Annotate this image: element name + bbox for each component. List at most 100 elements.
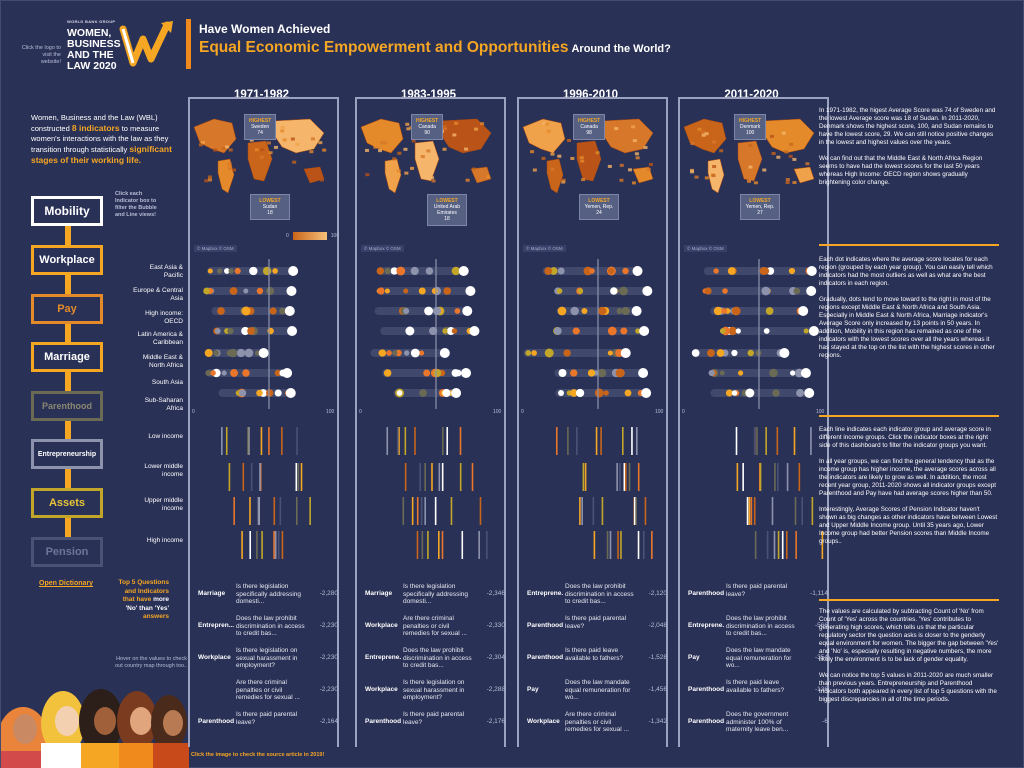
bubble-dot[interactable]: [287, 326, 298, 336]
top5-value[interactable]: -1,342: [648, 718, 667, 725]
top5-table-row[interactable]: Workplace Are there criminal penalties or…: [527, 711, 667, 735]
bubble-dot[interactable]: [620, 327, 628, 335]
top5-value[interactable]: -2,120: [648, 590, 667, 597]
bubble-dot[interactable]: [735, 328, 741, 334]
top5-value[interactable]: -2,164: [319, 718, 338, 725]
bubble-dot[interactable]: [242, 369, 250, 377]
top5-table-row[interactable]: Workplace Is there legislation on sexual …: [198, 647, 338, 671]
top5-table-row[interactable]: Pay Does the law mandate equal remunerati…: [688, 647, 828, 671]
bubble-dot[interactable]: [404, 350, 410, 356]
bubble-dot[interactable]: [798, 306, 809, 316]
top5-table-row[interactable]: Marriage Is there legislation specificall…: [365, 583, 505, 607]
bubble-dot[interactable]: [607, 350, 613, 356]
top5-value[interactable]: -2,288: [486, 686, 505, 693]
bubble-dot[interactable]: [214, 328, 221, 334]
bubble-dot[interactable]: [249, 266, 258, 276]
mapbox-credit[interactable]: © Mapbox © OSM: [361, 245, 404, 252]
bubble-dot[interactable]: [558, 390, 565, 396]
bubble-dot[interactable]: [803, 328, 809, 334]
bubble-dot[interactable]: [384, 288, 390, 294]
bubble-dot[interactable]: [432, 306, 442, 316]
bubble-dot[interactable]: [691, 349, 700, 357]
bubble-dot[interactable]: [396, 390, 403, 396]
indicator-button[interactable]: Workplace: [31, 245, 103, 275]
bubble-dot[interactable]: [531, 350, 537, 356]
bubble-dot[interactable]: [424, 306, 434, 316]
bubble-dot[interactable]: [443, 287, 452, 295]
top5-value[interactable]: -2,346: [486, 590, 505, 597]
bubble-dot[interactable]: [621, 306, 630, 316]
top5-table-row[interactable]: Entreprene... Does the law prohibit discr…: [688, 615, 828, 639]
bubble-dot[interactable]: [241, 326, 250, 336]
top5-value[interactable]: -6: [822, 718, 828, 725]
bubble-dot[interactable]: [553, 327, 562, 335]
bubble-dot[interactable]: [642, 286, 653, 296]
bubble-dot[interactable]: [769, 368, 778, 378]
top5-value[interactable]: -566: [814, 622, 828, 629]
mapbox-credit[interactable]: © Mapbox © OSM: [523, 245, 566, 252]
bubble-dot[interactable]: [641, 388, 652, 398]
highest-tag[interactable]: HIGHEST Sweden 74: [244, 114, 277, 140]
bubble-dot[interactable]: [439, 348, 450, 358]
bubble-dot[interactable]: [603, 390, 609, 396]
bubble-dot[interactable]: [620, 348, 631, 358]
bubble-dot[interactable]: [704, 287, 712, 295]
top5-value[interactable]: -2,280: [319, 590, 338, 597]
top5-table-row[interactable]: Parenthood Is there paid leave available …: [688, 679, 828, 703]
top5-table-row[interactable]: Entrepren... Does the law prohibit discri…: [198, 615, 338, 639]
bubble-dot[interactable]: [583, 266, 593, 276]
top5-value[interactable]: -1,528: [648, 654, 667, 661]
bubble-dot[interactable]: [442, 388, 451, 398]
bubble-dot[interactable]: [731, 390, 738, 396]
bubble-dot[interactable]: [731, 306, 741, 316]
bubble-dot[interactable]: [631, 306, 642, 316]
bubble-dot[interactable]: [725, 389, 733, 397]
bubble-dot[interactable]: [284, 306, 295, 316]
bubble-dot[interactable]: [221, 370, 227, 376]
bubble-dot[interactable]: [727, 267, 736, 275]
bubble-dot[interactable]: [638, 368, 649, 378]
bubble-dot[interactable]: [728, 326, 737, 336]
bubble-dot[interactable]: [615, 368, 625, 378]
bubble-dot[interactable]: [266, 389, 274, 397]
bubble-dot[interactable]: [207, 268, 213, 274]
indicator-button[interactable]: Pension: [31, 537, 103, 567]
bubble-dot[interactable]: [227, 327, 234, 335]
wbl-logo-title[interactable]: WOMEN, BUSINESS AND THE LAW 2020: [67, 28, 121, 72]
top5-value[interactable]: -2,176: [486, 718, 505, 725]
bubble-dot[interactable]: [203, 287, 210, 295]
bubble-dot[interactable]: [570, 369, 578, 377]
bubble-dot[interactable]: [396, 266, 406, 276]
indicator-button[interactable]: Assets: [31, 488, 103, 518]
bubble-dot[interactable]: [556, 288, 563, 294]
bubble-dot[interactable]: [622, 267, 629, 275]
bubble-dot[interactable]: [747, 349, 754, 357]
bubble-dot[interactable]: [204, 349, 213, 357]
bubble-dot[interactable]: [236, 348, 246, 358]
bubble-dot[interactable]: [624, 389, 632, 397]
bubble-dot[interactable]: [410, 348, 420, 358]
bubble-dot[interactable]: [557, 267, 565, 275]
bubble-dot[interactable]: [731, 349, 738, 357]
top5-table-row[interactable]: Parenthood Is there paid parental leave? -…: [198, 711, 338, 735]
bubble-dot[interactable]: [716, 349, 725, 357]
top5-value[interactable]: -2,048: [648, 622, 667, 629]
bubble-dot[interactable]: [804, 388, 815, 398]
bubble-dot[interactable]: [405, 326, 415, 336]
bubble-dot[interactable]: [286, 286, 297, 296]
bubble-dot[interactable]: [425, 267, 434, 275]
bubble-dot[interactable]: [806, 286, 817, 296]
bubble-dot[interactable]: [403, 288, 409, 294]
indicator-button[interactable]: Parenthood: [31, 391, 103, 421]
top5-value[interactable]: -2,304: [486, 654, 505, 661]
bubble-dot[interactable]: [282, 368, 293, 378]
source-article-link[interactable]: Click the image to check the source arti…: [191, 752, 325, 758]
bubble-dot[interactable]: [587, 369, 596, 377]
bubble-dot[interactable]: [238, 389, 247, 397]
bubble-dot[interactable]: [597, 368, 607, 378]
bubble-dot[interactable]: [713, 306, 723, 316]
bubble-dot[interactable]: [431, 287, 438, 295]
top5-table-row[interactable]: Marriage Is there legislation specificall…: [198, 583, 338, 607]
lowest-tag[interactable]: LOWEST Sudan 18: [250, 194, 290, 220]
lowest-tag[interactable]: LOWEST Yemen, Rep. 27: [740, 194, 780, 220]
